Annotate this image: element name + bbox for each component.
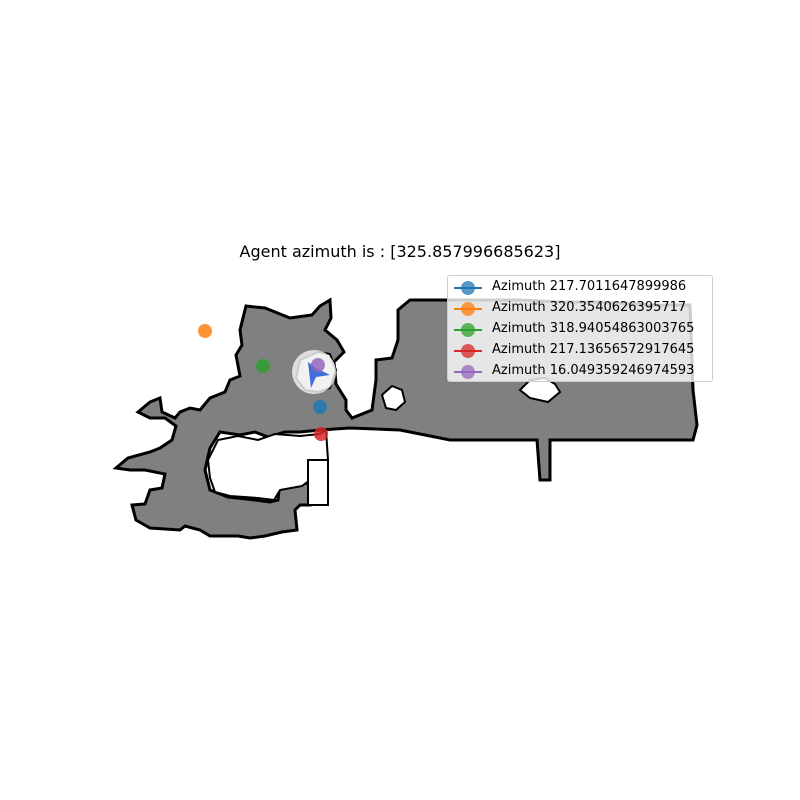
legend-marker xyxy=(461,344,475,358)
legend-marker xyxy=(461,365,475,379)
legend-item: Azimuth 16.049359246974593 xyxy=(448,361,712,381)
legend-label: Azimuth 16.049359246974593 xyxy=(492,363,695,378)
waypoint-2 xyxy=(198,324,212,338)
waypoint-5 xyxy=(311,358,325,372)
plot-title: Agent azimuth is : [325.857996685623] xyxy=(239,242,561,261)
legend-marker xyxy=(461,323,475,337)
waypoint-4 xyxy=(314,427,328,441)
map-notch xyxy=(307,459,329,506)
legend-item: Azimuth 217.7011647899986 xyxy=(448,277,712,297)
legend-item: Azimuth 217.13656572917645 xyxy=(448,340,712,360)
legend-label: Azimuth 320.3540626395717 xyxy=(492,300,687,315)
waypoint-3 xyxy=(256,359,270,373)
legend-label: Azimuth 217.13656572917645 xyxy=(492,342,695,357)
legend-marker xyxy=(461,302,475,316)
waypoint-1 xyxy=(313,400,327,414)
legend-label: Azimuth 217.7011647899986 xyxy=(492,279,687,294)
legend-label: Azimuth 318.94054863003765 xyxy=(492,321,695,336)
legend-item: Azimuth 320.3540626395717 xyxy=(448,298,712,318)
legend: Azimuth 217.7011647899986 Azimuth 320.35… xyxy=(447,275,713,382)
legend-item: Azimuth 318.94054863003765 xyxy=(448,319,712,339)
legend-marker xyxy=(461,281,475,295)
map-hole-small xyxy=(380,384,407,412)
